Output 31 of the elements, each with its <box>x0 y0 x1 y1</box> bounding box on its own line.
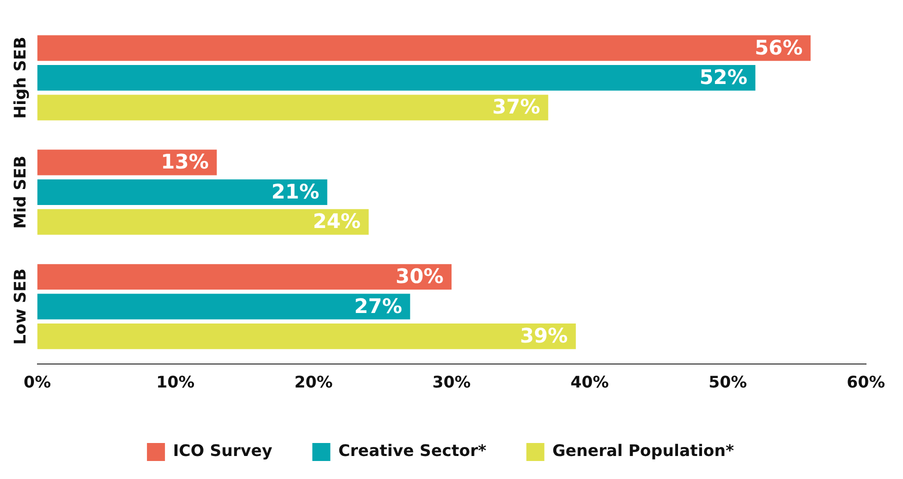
x-tick-label: 60% <box>846 372 885 392</box>
y-tick-label: High SEB <box>10 36 30 119</box>
legend-label: ICO Survey <box>172 441 273 460</box>
data-label: 52% <box>699 65 748 90</box>
data-label: 13% <box>160 150 209 174</box>
legend-label: Creative Sector* <box>338 441 487 460</box>
x-tick-label: 20% <box>294 372 333 392</box>
y-tick-label: Low SEB <box>10 268 30 345</box>
data-label: 24% <box>312 209 361 234</box>
data-label: 37% <box>492 94 540 119</box>
bar <box>37 150 217 176</box>
data-label: 30% <box>396 264 444 288</box>
bar <box>37 65 756 91</box>
y-tick-label: Mid SEB <box>10 156 30 229</box>
data-label: 21% <box>271 179 320 204</box>
data-label: 39% <box>520 324 568 348</box>
x-tick-label: 30% <box>432 372 471 392</box>
bar <box>37 264 452 290</box>
legend-label: General Population* <box>552 441 735 460</box>
bar <box>37 179 328 205</box>
x-tick-label: 40% <box>570 372 609 392</box>
data-label: 27% <box>354 294 402 318</box>
data-label: 56% <box>754 35 803 60</box>
bar <box>37 294 410 320</box>
bar <box>37 209 369 235</box>
bar <box>37 94 548 120</box>
bar <box>37 324 576 350</box>
x-tick-label: 10% <box>156 372 195 392</box>
bar <box>37 35 811 61</box>
x-tick-label: 50% <box>708 372 747 392</box>
x-tick-label: 0% <box>24 372 51 392</box>
